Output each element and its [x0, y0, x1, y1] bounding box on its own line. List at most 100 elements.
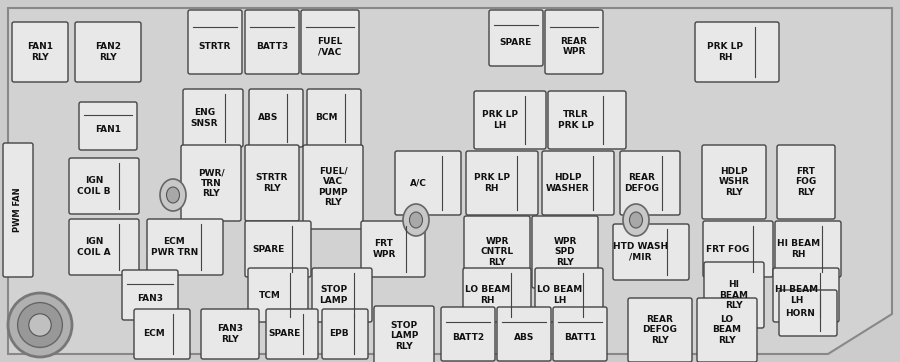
Text: HI
BEAM
RLY: HI BEAM RLY [719, 280, 749, 310]
FancyBboxPatch shape [69, 219, 139, 275]
FancyBboxPatch shape [628, 298, 692, 362]
Text: TRLR
PRK LP: TRLR PRK LP [558, 110, 594, 130]
Text: LO BEAM
LH: LO BEAM LH [536, 285, 582, 305]
FancyBboxPatch shape [266, 309, 318, 359]
FancyBboxPatch shape [489, 10, 543, 66]
FancyBboxPatch shape [245, 10, 299, 74]
Text: HTD WASH
/MIR: HTD WASH /MIR [613, 242, 668, 262]
FancyBboxPatch shape [69, 158, 139, 214]
Text: FRT FOG: FRT FOG [706, 244, 750, 253]
FancyBboxPatch shape [441, 307, 495, 361]
Ellipse shape [160, 179, 186, 211]
Ellipse shape [623, 204, 649, 236]
Text: ECM: ECM [143, 329, 165, 338]
FancyBboxPatch shape [122, 270, 178, 320]
FancyBboxPatch shape [181, 145, 241, 221]
FancyBboxPatch shape [553, 307, 607, 361]
FancyBboxPatch shape [463, 268, 531, 322]
Text: FAN2
RLY: FAN2 RLY [95, 42, 121, 62]
FancyBboxPatch shape [249, 89, 303, 147]
Ellipse shape [403, 204, 429, 236]
Ellipse shape [166, 187, 179, 203]
Text: PRK LP
RH: PRK LP RH [707, 42, 743, 62]
Text: IGN
COIL A: IGN COIL A [77, 237, 111, 257]
FancyBboxPatch shape [134, 309, 190, 359]
FancyBboxPatch shape [466, 151, 538, 215]
FancyBboxPatch shape [248, 268, 308, 322]
Text: FUEL
/VAC: FUEL /VAC [318, 37, 343, 56]
Circle shape [29, 314, 51, 336]
Text: SPARE: SPARE [269, 329, 301, 338]
FancyBboxPatch shape [201, 309, 259, 359]
Text: REAR
WPR: REAR WPR [561, 37, 588, 56]
Text: SPARE: SPARE [500, 38, 532, 47]
FancyBboxPatch shape [474, 91, 546, 149]
Text: HDLP
WASHER: HDLP WASHER [546, 173, 590, 193]
Text: FUEL/
VAC
PUMP
RLY: FUEL/ VAC PUMP RLY [319, 167, 347, 207]
Text: SPARE: SPARE [253, 244, 284, 253]
FancyBboxPatch shape [545, 10, 603, 74]
FancyBboxPatch shape [303, 145, 363, 229]
FancyBboxPatch shape [245, 221, 311, 277]
Text: PWM FAN: PWM FAN [14, 188, 22, 232]
Text: BATT2: BATT2 [452, 333, 484, 342]
FancyBboxPatch shape [620, 151, 680, 215]
Ellipse shape [629, 212, 643, 228]
Text: HI BEAM
LH: HI BEAM LH [775, 285, 818, 305]
Text: WPR
SPD
RLY: WPR SPD RLY [554, 237, 577, 267]
Text: LO
BEAM
RLY: LO BEAM RLY [713, 315, 742, 345]
Polygon shape [8, 8, 892, 354]
Ellipse shape [410, 212, 422, 228]
Text: A/C: A/C [410, 178, 428, 188]
FancyBboxPatch shape [703, 221, 773, 277]
Text: PRK LP
RH: PRK LP RH [473, 173, 509, 193]
FancyBboxPatch shape [312, 268, 372, 322]
FancyBboxPatch shape [75, 22, 141, 82]
FancyBboxPatch shape [548, 91, 626, 149]
Text: FAN3
RLY: FAN3 RLY [217, 324, 243, 344]
Text: FAN3: FAN3 [137, 294, 163, 303]
FancyBboxPatch shape [183, 89, 243, 147]
Text: BATT1: BATT1 [564, 333, 596, 342]
FancyBboxPatch shape [147, 219, 223, 275]
FancyBboxPatch shape [301, 10, 359, 74]
FancyBboxPatch shape [779, 290, 837, 336]
FancyBboxPatch shape [322, 309, 368, 359]
Text: HI BEAM
RH: HI BEAM RH [777, 239, 820, 259]
Text: FAN1
RLY: FAN1 RLY [27, 42, 53, 62]
Text: STOP
LAMP
RLY: STOP LAMP RLY [390, 321, 418, 351]
FancyBboxPatch shape [374, 306, 434, 362]
FancyBboxPatch shape [542, 151, 614, 215]
Text: WPR
CNTRL
RLY: WPR CNTRL RLY [481, 237, 514, 267]
Text: HORN: HORN [785, 308, 814, 317]
Text: BCM: BCM [315, 114, 338, 122]
Text: ABS: ABS [258, 114, 279, 122]
Text: FRT
FOG
RLY: FRT FOG RLY [796, 167, 816, 197]
Text: BATT3: BATT3 [256, 42, 288, 51]
Text: LO BEAM
RH: LO BEAM RH [464, 285, 510, 305]
FancyBboxPatch shape [777, 145, 835, 219]
FancyBboxPatch shape [535, 268, 603, 322]
Text: ENG
SNSR: ENG SNSR [191, 108, 219, 128]
FancyBboxPatch shape [704, 262, 764, 328]
Text: REAR
DEFOG
RLY: REAR DEFOG RLY [643, 315, 678, 345]
Circle shape [8, 293, 72, 357]
FancyBboxPatch shape [532, 216, 598, 288]
FancyBboxPatch shape [395, 151, 461, 215]
FancyBboxPatch shape [188, 10, 242, 74]
Text: REAR
DEFOG: REAR DEFOG [625, 173, 659, 193]
FancyBboxPatch shape [245, 145, 299, 221]
Text: PRK LP
LH: PRK LP LH [482, 110, 517, 130]
Text: IGN
COIL B: IGN COIL B [77, 176, 111, 196]
Text: FRT
WPR: FRT WPR [373, 239, 396, 259]
FancyBboxPatch shape [773, 268, 839, 322]
Text: STRTR: STRTR [199, 42, 231, 51]
Text: EPB: EPB [328, 329, 348, 338]
Text: TCM: TCM [258, 290, 281, 299]
Text: ABS: ABS [514, 333, 535, 342]
FancyBboxPatch shape [12, 22, 68, 82]
Text: ECM
PWR TRN: ECM PWR TRN [150, 237, 198, 257]
Circle shape [18, 303, 62, 348]
Text: PWR/
TRN
RLY: PWR/ TRN RLY [198, 168, 224, 198]
Text: STOP
LAMP: STOP LAMP [320, 285, 347, 305]
